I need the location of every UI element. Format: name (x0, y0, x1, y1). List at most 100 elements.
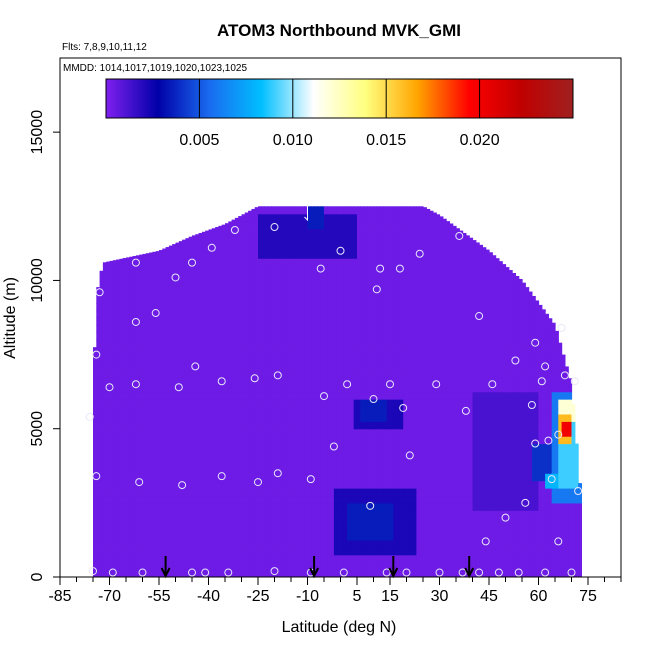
heatmap-cell (310, 525, 315, 534)
heatmap-cell (353, 258, 358, 267)
heatmap-cell (396, 569, 401, 577)
heatmap-cell (159, 569, 163, 577)
heatmap-cell (159, 562, 163, 571)
heatmap-cell (102, 473, 107, 482)
heatmap-cell (429, 287, 434, 296)
heatmap-cell (297, 436, 302, 445)
heatmap-cell (244, 235, 249, 244)
heatmap-cell (416, 250, 421, 259)
heatmap-cell (399, 465, 404, 474)
heatmap-cell (287, 413, 292, 422)
heatmap-cell (429, 324, 434, 333)
heatmap-cell (277, 547, 282, 556)
heatmap-cell (310, 458, 315, 467)
heatmap-cell (178, 354, 183, 363)
heatmap-cell (116, 554, 120, 563)
heatmap-cell (162, 450, 167, 459)
heatmap-cell (221, 547, 226, 556)
heatmap-cell (271, 221, 276, 230)
heatmap-cell (297, 488, 302, 497)
heatmap-cell (129, 324, 134, 333)
heatmap-cell (188, 480, 193, 489)
heatmap-cell (320, 399, 325, 408)
heatmap-cell (168, 525, 173, 534)
heatmap-cell (347, 443, 351, 452)
heatmap-cell (287, 347, 292, 356)
heatmap-cell (109, 302, 114, 311)
heatmap-cell (231, 332, 236, 341)
heatmap-cell (215, 258, 219, 267)
heatmap-cell (116, 495, 120, 504)
heatmap-cell (337, 391, 342, 400)
heatmap-cell (429, 317, 434, 326)
heatmap-cell (432, 243, 437, 252)
heatmap-cell (168, 273, 173, 282)
heatmap-cell (135, 332, 140, 341)
heatmap-cell (264, 547, 269, 556)
heatmap-cell (228, 406, 233, 415)
heatmap-cell (310, 436, 315, 445)
heatmap-cell (390, 287, 394, 296)
heatmap-cell (406, 213, 411, 222)
heatmap-cell (277, 450, 282, 459)
heatmap-cell (363, 250, 368, 259)
heatmap-cell (376, 539, 381, 548)
heatmap-cell (429, 569, 434, 577)
heatmap-cell (287, 547, 292, 556)
heatmap-cell (304, 569, 309, 577)
heatmap-cell (135, 547, 140, 556)
heatmap-cell (366, 488, 371, 497)
heatmap-cell (198, 361, 203, 370)
heatmap-cell (376, 361, 381, 370)
heatmap-cell (403, 295, 408, 304)
heatmap-cell (119, 539, 124, 548)
heatmap-cell (383, 347, 388, 356)
heatmap-cell (142, 295, 147, 304)
heatmap-cell (320, 369, 325, 378)
heatmap-cell (106, 391, 111, 400)
heatmap-cell (409, 376, 414, 385)
heatmap-cell (135, 280, 140, 289)
heatmap-cell (347, 317, 351, 326)
heatmap-cell (192, 273, 196, 282)
heatmap-cell (208, 502, 213, 511)
heatmap-cell (363, 310, 368, 319)
heatmap-cell (373, 310, 378, 319)
heatmap-cell (139, 413, 144, 422)
heatmap-cell (357, 517, 361, 526)
heatmap-cell (221, 302, 226, 311)
heatmap-cell (165, 532, 170, 541)
heatmap-cell (340, 547, 345, 556)
heatmap-cell (116, 354, 120, 363)
heatmap-cell (119, 517, 124, 526)
heatmap-cell (271, 376, 276, 385)
heatmap-cell (271, 428, 276, 437)
heatmap-cell (159, 465, 163, 474)
heatmap-cell (294, 354, 299, 363)
heatmap-cell (208, 547, 213, 556)
heatmap-cell (333, 376, 338, 385)
heatmap-cell (281, 488, 285, 497)
heatmap-cell (162, 354, 167, 363)
heatmap-cell (353, 569, 358, 577)
heatmap-cell (304, 250, 309, 259)
heatmap-cell (343, 369, 348, 378)
heatmap-cell (423, 361, 427, 370)
heatmap-cell (406, 250, 411, 259)
heatmap-cell (300, 273, 305, 282)
heatmap-cell (116, 295, 120, 304)
heatmap-cell (96, 488, 101, 497)
heatmap-cell (192, 332, 196, 341)
heatmap-cell (198, 391, 203, 400)
heatmap-cell (215, 384, 219, 393)
heatmap-cell (383, 310, 388, 319)
heatmap-cell (310, 235, 315, 244)
heatmap-cell (96, 324, 101, 333)
heatmap-cell (165, 273, 170, 282)
heatmap-cell (363, 495, 368, 504)
heatmap-cell (112, 569, 117, 577)
heatmap-cell (409, 480, 414, 489)
heatmap-cell (142, 547, 147, 556)
heatmap-cell (132, 465, 137, 474)
heatmap-cell (205, 361, 210, 370)
